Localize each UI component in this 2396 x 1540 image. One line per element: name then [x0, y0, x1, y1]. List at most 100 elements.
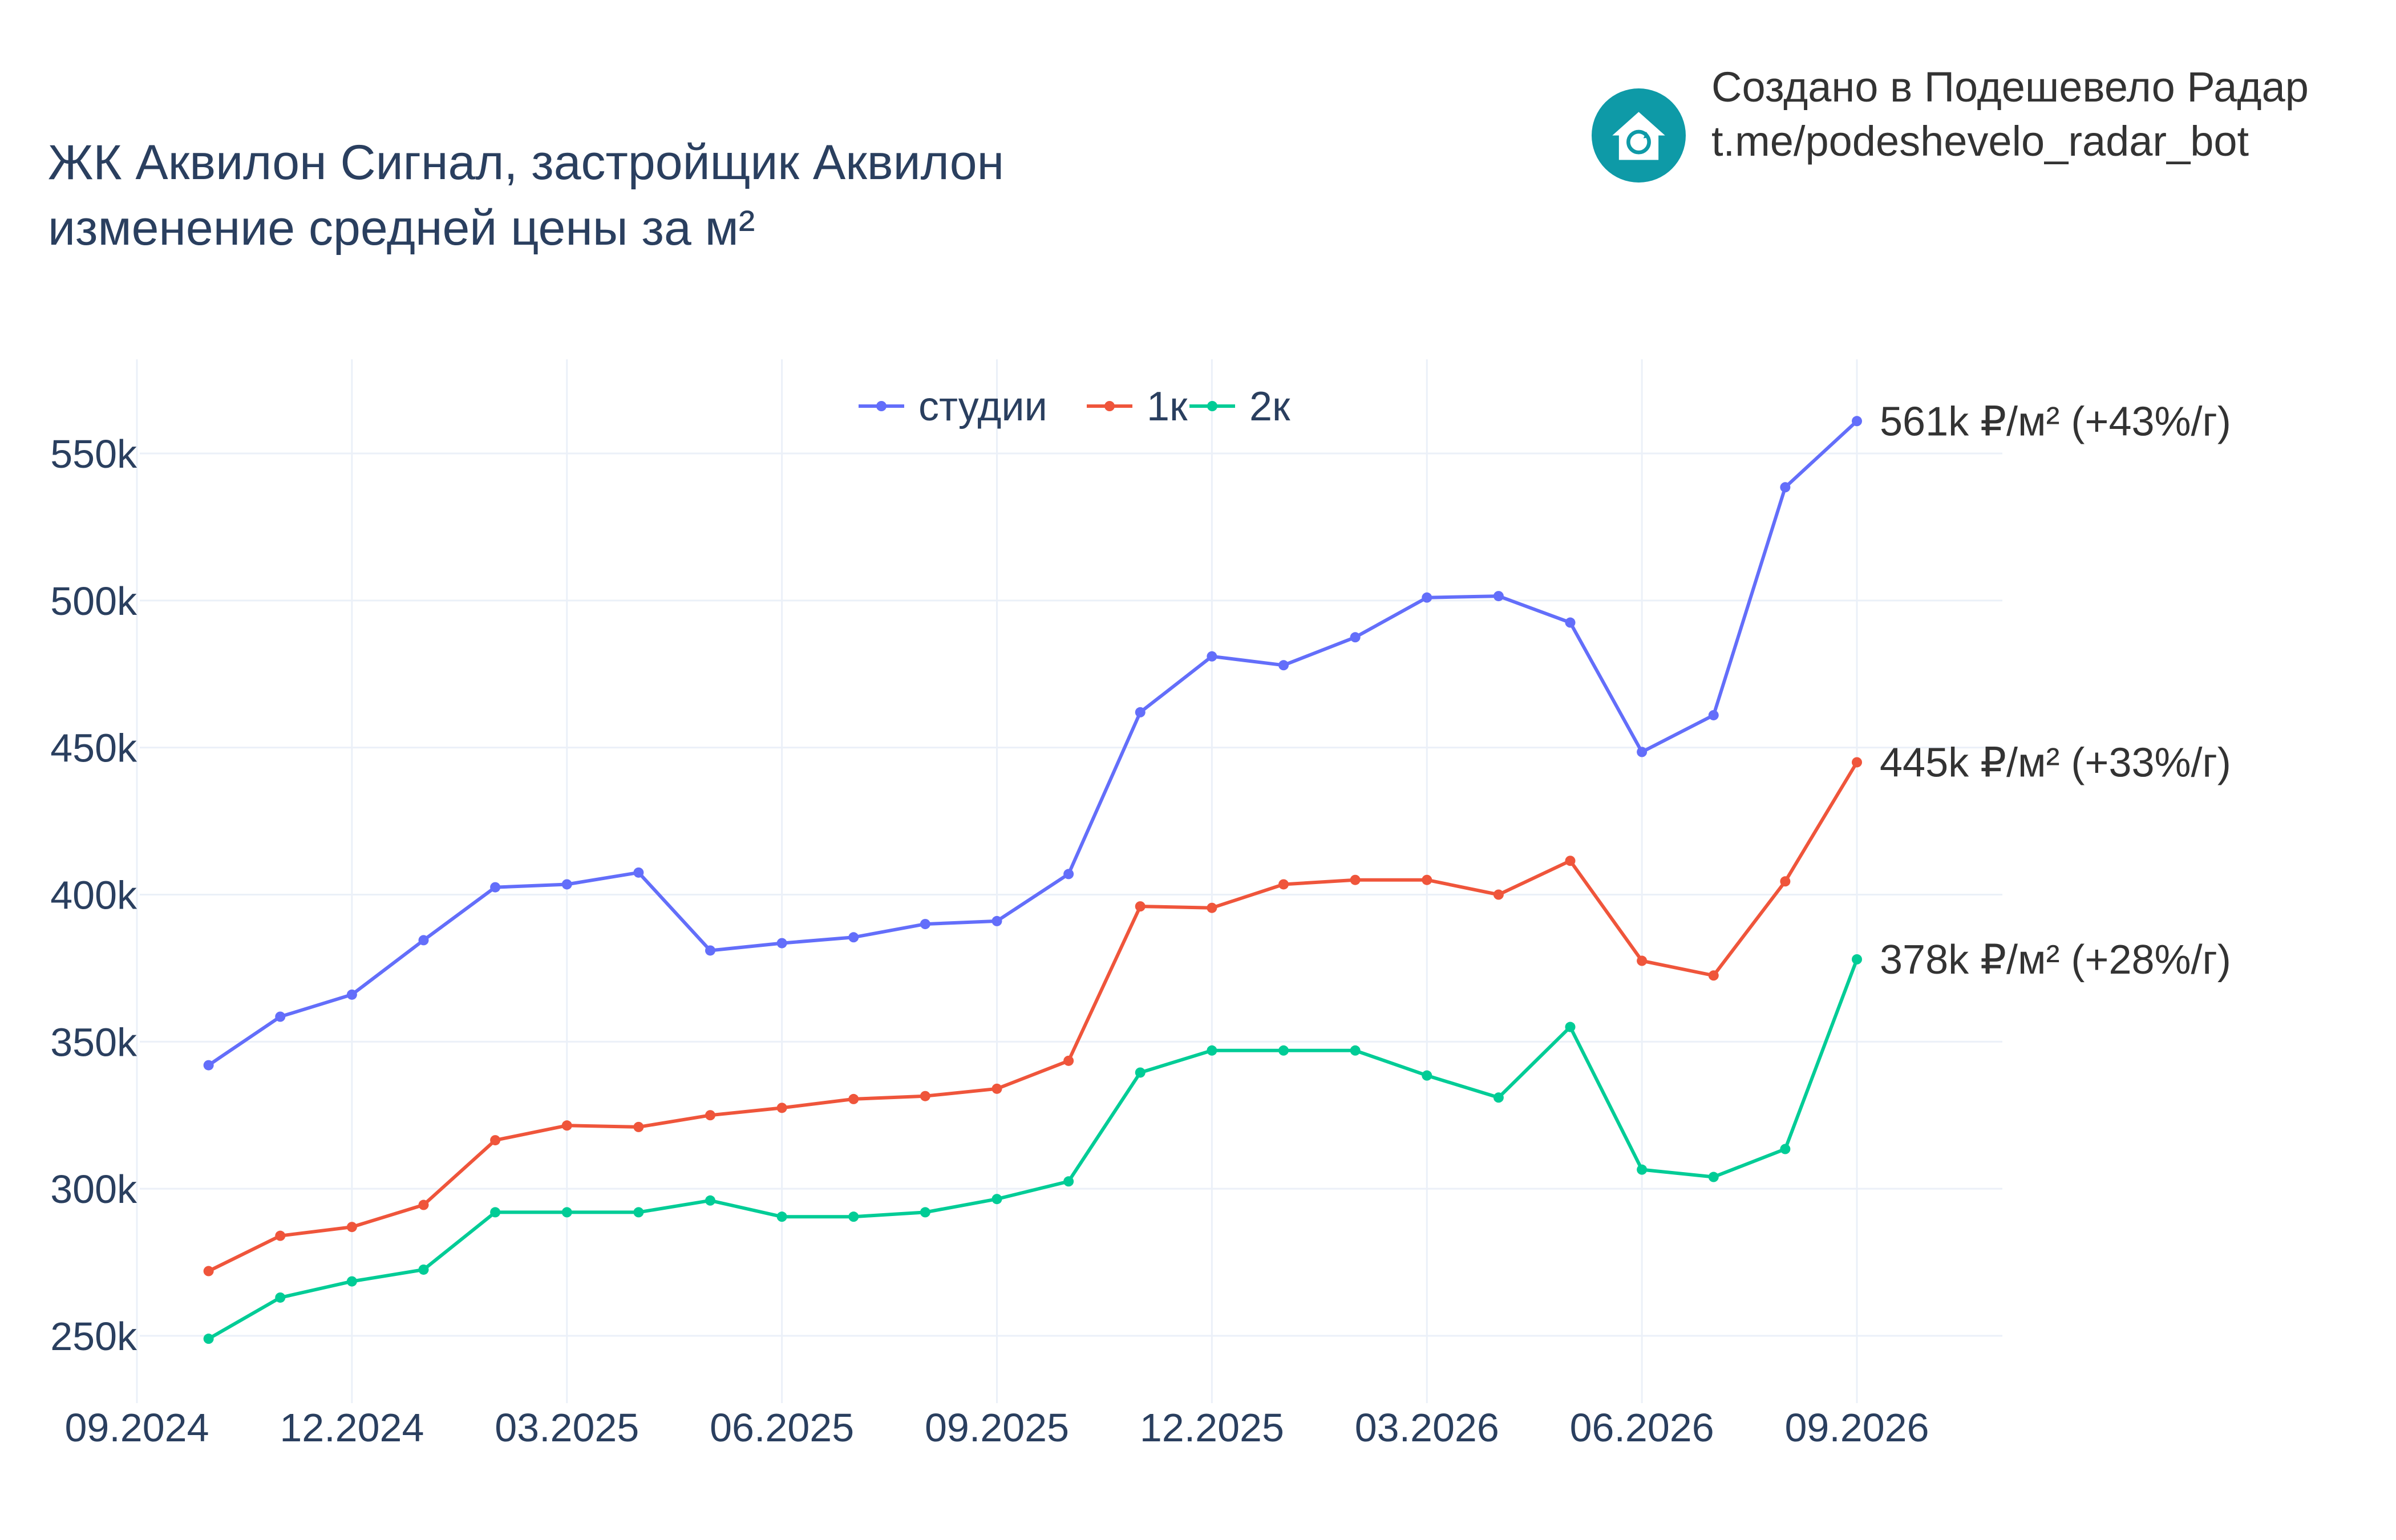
data-point [1852, 757, 1862, 768]
data-point [1278, 879, 1289, 890]
data-point [1422, 874, 1432, 885]
data-point [275, 1011, 286, 1022]
data-point [920, 1091, 930, 1101]
data-point [1350, 874, 1361, 885]
data-point [1063, 1176, 1074, 1187]
data-point [1350, 632, 1361, 643]
data-point [203, 1060, 214, 1071]
data-point [1780, 482, 1791, 493]
data-point [418, 1264, 429, 1275]
data-point [418, 935, 429, 946]
data-point [920, 919, 930, 930]
data-point [418, 1199, 429, 1210]
data-point [490, 1207, 501, 1218]
data-point [1350, 1045, 1361, 1056]
x-tick-label: 06.2026 [1570, 1405, 1714, 1450]
data-point [1493, 591, 1504, 602]
data-point [848, 932, 859, 943]
chart-title-line-2: изменение средней цены за м² [48, 201, 755, 256]
data-point [1565, 856, 1576, 866]
end-value-label: 378k ₽/м² (+28%/г) [1880, 937, 2231, 983]
end-value-label: 561k ₽/м² (+43%/г) [1880, 399, 2231, 444]
x-tick-label: 12.2024 [280, 1405, 424, 1450]
data-point [705, 1195, 715, 1206]
data-point [1422, 1070, 1432, 1081]
x-tick-label: 09.2025 [925, 1405, 1069, 1450]
data-point [1780, 876, 1791, 887]
legend-label: студии [918, 384, 1047, 429]
data-point [776, 1103, 787, 1113]
data-point [275, 1230, 286, 1241]
data-point [1063, 1055, 1074, 1066]
data-point [1422, 592, 1432, 603]
data-point [490, 1135, 501, 1146]
data-point [1852, 954, 1862, 964]
data-point [1493, 1092, 1504, 1103]
data-point [346, 1276, 357, 1287]
end-value-label: 445k ₽/м² (+33%/г) [1880, 740, 2231, 785]
y-tick-label: 300k [50, 1167, 137, 1211]
data-point [920, 1207, 930, 1218]
data-point [633, 1121, 644, 1132]
legend-marker [1207, 401, 1217, 411]
brand-link[interactable]: t.me/podeshevelo_radar_bot [1711, 117, 2249, 165]
data-point [275, 1292, 286, 1303]
data-point [1708, 970, 1719, 981]
y-tick-label: 250k [50, 1314, 137, 1359]
data-point [490, 882, 501, 893]
data-point [1708, 710, 1719, 720]
legend-marker [1104, 401, 1115, 411]
data-point [1852, 416, 1862, 427]
data-point [776, 1211, 787, 1222]
data-point [776, 938, 787, 949]
data-point [705, 945, 715, 956]
data-point [1278, 1045, 1289, 1056]
data-point [991, 1194, 1002, 1205]
legend-label: 2к [1249, 384, 1290, 429]
series-line-1 [208, 761, 1859, 1273]
data-point [1278, 660, 1289, 671]
data-point [1780, 1144, 1791, 1154]
data-point [1063, 869, 1074, 880]
series-line-2 [208, 958, 1859, 1340]
x-tick-label: 03.2025 [495, 1405, 639, 1450]
house-refresh-icon [1592, 88, 1686, 183]
data-point [561, 1207, 572, 1218]
data-point [1637, 955, 1648, 966]
data-point [1493, 889, 1504, 900]
data-point [1565, 617, 1576, 628]
x-tick-label: 03.2026 [1355, 1405, 1499, 1450]
legend-label: 1к [1147, 384, 1188, 429]
data-point [1135, 707, 1146, 718]
data-point [991, 1083, 1002, 1094]
data-point [633, 867, 644, 878]
data-point [203, 1266, 214, 1276]
data-point [1135, 1067, 1146, 1078]
data-point [1637, 1164, 1648, 1175]
y-tick-label: 500k [50, 579, 137, 623]
x-tick-label: 06.2025 [710, 1405, 854, 1450]
y-tick-label: 400k [50, 873, 137, 918]
data-point [1708, 1172, 1719, 1182]
brand-block[interactable]: Создано в Подешевело Радар t.me/podeshev… [1592, 63, 2333, 188]
data-point [633, 1207, 644, 1218]
series-line-0 [207, 420, 1859, 1067]
data-point [705, 1110, 715, 1121]
data-point [991, 915, 1002, 926]
y-tick-label: 450k [50, 726, 137, 771]
data-point [1207, 1045, 1217, 1056]
chart-title-line-1: ЖК Аквилон Сигнал, застройщик Аквилон [48, 135, 1005, 190]
data-point [1135, 901, 1146, 912]
data-point [848, 1093, 859, 1104]
data-point [346, 989, 357, 1000]
y-tick-label: 550k [50, 432, 137, 476]
legend-marker [876, 401, 887, 411]
data-point [346, 1222, 357, 1233]
chart-title: ЖК Аквилон Сигнал, застройщик Аквилон из… [48, 130, 1004, 261]
data-point [848, 1211, 859, 1222]
x-tick-label: 09.2026 [1784, 1405, 1929, 1450]
brand-name: Создано в Подешевело Радар [1711, 63, 2309, 111]
y-tick-label: 350k [50, 1020, 137, 1064]
data-point [1637, 747, 1648, 757]
